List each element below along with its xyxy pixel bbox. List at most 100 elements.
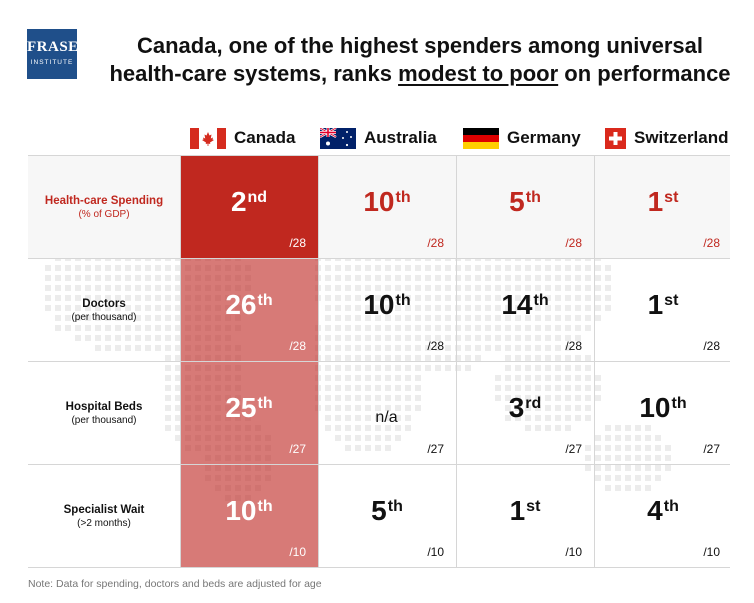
map-dot xyxy=(605,305,611,311)
map-dot xyxy=(415,295,421,301)
map-dot xyxy=(605,465,611,471)
map-dot xyxy=(635,425,641,431)
rank-cell-switzerland-beds: 10th /27 xyxy=(594,361,732,464)
map-dot xyxy=(145,335,151,341)
map-dot xyxy=(75,265,81,271)
map-dot xyxy=(585,395,591,401)
map-dot xyxy=(155,275,161,281)
map-dot xyxy=(395,395,401,401)
map-dot xyxy=(535,365,541,371)
map-dot xyxy=(55,325,61,331)
map-dot xyxy=(385,285,391,291)
map-dot xyxy=(365,265,371,271)
map-dot xyxy=(415,395,421,401)
map-dot xyxy=(455,295,461,301)
title-line2: health-care systems, ranks modest to poo… xyxy=(95,60,745,88)
map-dot xyxy=(595,465,601,471)
map-dot xyxy=(115,335,121,341)
map-dot xyxy=(175,415,181,421)
map-dot xyxy=(365,415,371,421)
map-dot xyxy=(595,315,601,321)
rank-value: 10th xyxy=(639,392,687,423)
rank-denominator: /28 xyxy=(703,236,720,250)
map-dot xyxy=(325,375,331,381)
map-dot xyxy=(335,325,341,331)
map-dot xyxy=(385,325,391,331)
map-dot xyxy=(615,485,621,491)
rank-cell-canada-wait: 10th /10 xyxy=(180,464,318,567)
map-dot xyxy=(435,355,441,361)
map-dot xyxy=(545,335,551,341)
map-dot xyxy=(495,385,501,391)
map-dot xyxy=(565,425,571,431)
map-dot xyxy=(335,385,341,391)
map-dot xyxy=(325,395,331,401)
map-dot xyxy=(135,295,141,301)
map-dot xyxy=(365,395,371,401)
map-dot xyxy=(505,305,511,311)
map-dot xyxy=(455,305,461,311)
rank-cell-australia-wait: 5th /10 xyxy=(318,464,456,567)
map-dot xyxy=(615,435,621,441)
map-dot xyxy=(375,265,381,271)
map-dot xyxy=(625,485,631,491)
map-dot xyxy=(565,365,571,371)
logo-line2: INSTITUTE xyxy=(30,59,74,66)
map-dot xyxy=(415,385,421,391)
map-dot xyxy=(555,345,561,351)
map-dot xyxy=(615,465,621,471)
map-dot xyxy=(525,315,531,321)
map-dot xyxy=(585,285,591,291)
map-dot xyxy=(435,325,441,331)
map-dot xyxy=(585,295,591,301)
map-dot xyxy=(495,275,501,281)
map-dot xyxy=(515,365,521,371)
map-dot xyxy=(355,385,361,391)
map-dot xyxy=(545,415,551,421)
map-dot xyxy=(535,335,541,341)
map-dot xyxy=(95,285,101,291)
map-dot xyxy=(505,395,511,401)
map-dot xyxy=(375,285,381,291)
map-dot xyxy=(345,405,351,411)
map-dot xyxy=(165,365,171,371)
rank-cell-switzerland-spending: 1st /28 xyxy=(594,155,732,258)
map-dot xyxy=(395,325,401,331)
rank-cell-australia-beds: n/a /27 xyxy=(318,361,456,464)
map-dot xyxy=(175,345,181,351)
map-dot xyxy=(635,485,641,491)
map-dot xyxy=(125,275,131,281)
map-dot xyxy=(75,275,81,281)
map-dot xyxy=(105,275,111,281)
map-dot xyxy=(415,325,421,331)
row-label-main: Health-care Spending xyxy=(44,195,164,207)
map-dot xyxy=(165,355,171,361)
map-dot xyxy=(495,395,501,401)
map-dot xyxy=(595,385,601,391)
map-dot xyxy=(515,405,521,411)
map-dot xyxy=(125,325,131,331)
map-dot xyxy=(485,335,491,341)
map-dot xyxy=(355,425,361,431)
header-switzerland: Switzerland xyxy=(605,126,728,150)
map-dot xyxy=(425,335,431,341)
map-dot xyxy=(375,365,381,371)
map-dot xyxy=(535,425,541,431)
header-germany: Germany xyxy=(463,126,581,150)
map-dot xyxy=(425,355,431,361)
map-dot xyxy=(385,435,391,441)
map-dot xyxy=(575,375,581,381)
map-dot xyxy=(55,305,61,311)
map-dot xyxy=(155,345,161,351)
map-dot xyxy=(555,395,561,401)
map-dot xyxy=(435,335,441,341)
map-dot xyxy=(445,305,451,311)
title-line2-pre: health-care systems, ranks xyxy=(109,61,399,86)
country-name-germany: Germany xyxy=(507,128,581,147)
rank-value: 3rd xyxy=(508,392,542,423)
map-dot xyxy=(345,305,351,311)
map-dot xyxy=(565,345,571,351)
map-dot xyxy=(395,295,401,301)
map-dot xyxy=(405,275,411,281)
map-dot xyxy=(505,295,511,301)
